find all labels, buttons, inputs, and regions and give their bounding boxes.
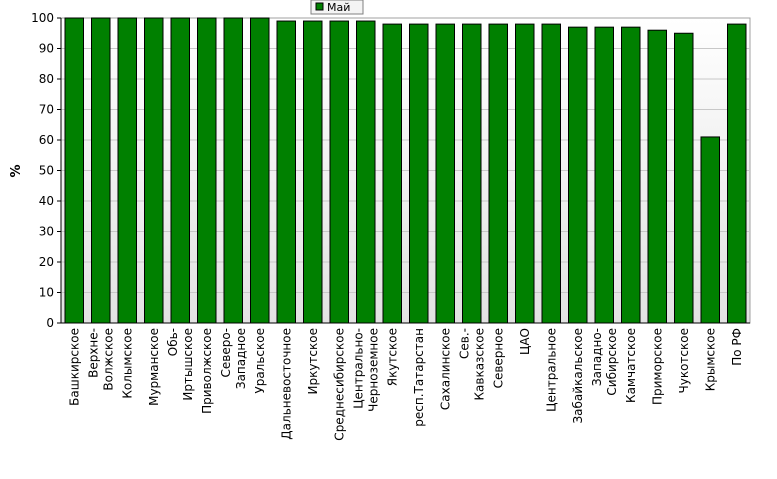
bar[interactable]	[91, 17, 111, 324]
x-tick-label: Верхне-Волжское	[86, 328, 115, 391]
x-tick-label: респ.Татарстан	[412, 328, 426, 427]
bar[interactable]	[329, 20, 349, 324]
x-tick-label: Сев.-Кавказское	[457, 328, 486, 401]
bar[interactable]	[700, 136, 720, 324]
bar[interactable]	[144, 17, 164, 324]
y-tick-label: 40	[39, 194, 54, 208]
x-tick-label: Северо-Западное	[219, 328, 248, 389]
bar[interactable]	[409, 23, 429, 324]
x-tick-label: Забайкальское	[571, 328, 585, 424]
x-tick-label: Среднесибирское	[332, 328, 346, 441]
x-tick-label: Мурманское	[147, 328, 161, 406]
x-tick-label: Центрально-Черноземное	[351, 328, 380, 412]
bar[interactable]	[515, 23, 535, 324]
x-tick-label: Колымское	[120, 328, 134, 399]
bars	[64, 17, 747, 324]
bar[interactable]	[303, 20, 323, 324]
x-tick-label: Камчатское	[624, 328, 638, 403]
x-tick-label: Крымское	[703, 328, 717, 391]
x-tick-label: Башкирское	[67, 328, 81, 406]
y-tick-label: 70	[39, 103, 54, 117]
bar[interactable]	[727, 23, 747, 324]
y-tick-label: 80	[39, 72, 54, 86]
bar[interactable]	[488, 23, 508, 324]
x-tick-label: Приволжское	[200, 328, 214, 414]
x-tick-label: Обь-Иртышское	[166, 328, 195, 401]
bar[interactable]	[435, 23, 455, 324]
x-tick-label: Западно-Сибирское	[590, 328, 619, 396]
y-tick-label: 10	[39, 286, 54, 300]
y-tick-label: 30	[39, 225, 54, 239]
y-tick-label: 60	[39, 133, 54, 147]
legend-box	[310, 0, 364, 15]
legend[interactable]: Май	[310, 0, 364, 15]
x-tick-label: ЦАО	[518, 328, 532, 355]
bar[interactable]	[64, 17, 84, 324]
y-axis: 0 10 20 30 40 50 60 70 80 90 100	[31, 11, 62, 330]
y-axis-label: %	[9, 164, 24, 177]
x-axis: Башкирское Верхне-Волжское Колымское Мурман…	[61, 322, 750, 441]
x-tick-label: Уральское	[253, 328, 267, 394]
y-tick-label: 20	[39, 255, 54, 269]
bar[interactable]	[197, 17, 217, 324]
bar[interactable]	[170, 17, 190, 324]
y-tick-label: 100	[31, 11, 54, 25]
legend-swatch	[315, 2, 324, 11]
x-tick-label: Иркутское	[306, 328, 320, 395]
x-tick-label: Приморское	[650, 328, 664, 405]
bar[interactable]	[594, 26, 614, 324]
y-tick-label: 50	[39, 164, 54, 178]
bar[interactable]	[462, 23, 482, 324]
x-tick-label: Дальневосточное	[279, 328, 293, 440]
x-tick-label: Северное	[491, 328, 505, 388]
bar[interactable]	[541, 23, 561, 324]
bar[interactable]	[621, 26, 641, 324]
bar[interactable]	[382, 23, 402, 324]
bar[interactable]	[568, 26, 588, 324]
x-tick-label: Чукотское	[677, 328, 691, 393]
x-tick-label: Центральное	[544, 328, 558, 412]
bar[interactable]	[117, 17, 137, 324]
bar[interactable]	[674, 32, 694, 324]
bar[interactable]	[276, 20, 296, 324]
y-tick-label: 0	[46, 316, 54, 330]
legend-label: Май	[327, 1, 350, 14]
bar[interactable]	[223, 17, 243, 324]
bar[interactable]	[250, 17, 270, 324]
bar[interactable]	[647, 29, 667, 324]
bar[interactable]	[356, 20, 376, 324]
y-tick-label: 90	[39, 42, 54, 56]
x-tick-label: Сахалинское	[438, 328, 452, 410]
x-tick-label: Якутское	[385, 328, 399, 386]
x-tick-label: По РФ	[730, 328, 744, 366]
